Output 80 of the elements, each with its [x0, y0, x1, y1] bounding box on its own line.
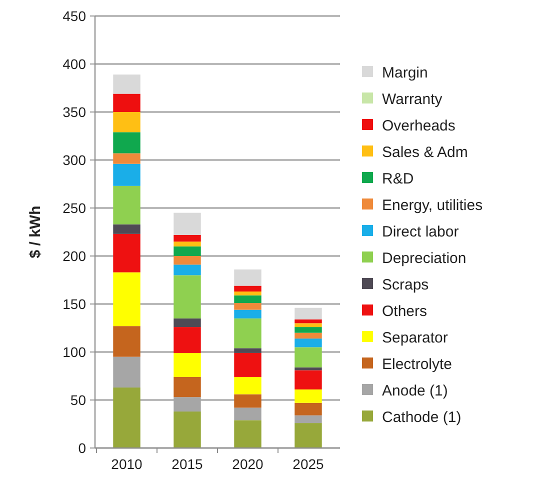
bar	[174, 234, 201, 242]
bar	[113, 164, 140, 186]
bar	[234, 408, 262, 420]
legend-label: Separator	[382, 329, 448, 346]
bar	[113, 326, 140, 357]
bar	[294, 327, 322, 333]
bar	[294, 415, 322, 424]
bar	[234, 295, 262, 304]
y-tick-label: 300	[62, 152, 86, 168]
bar	[234, 352, 262, 377]
legend-label: Direct labor	[382, 223, 459, 240]
bar	[234, 348, 262, 353]
bar	[174, 246, 201, 256]
legend-label: Overheads	[382, 117, 456, 134]
bar	[113, 94, 140, 112]
bar	[234, 292, 262, 296]
bar	[294, 370, 322, 390]
bar	[113, 388, 140, 448]
bar	[294, 332, 322, 339]
bar	[234, 318, 262, 348]
bar	[234, 269, 262, 286]
y-tick-label: 200	[62, 248, 86, 264]
bar	[174, 275, 201, 318]
bar	[174, 412, 201, 448]
x-tick-label: 2025	[292, 456, 324, 472]
bar	[113, 356, 140, 388]
y-tick-label: 450	[62, 8, 86, 24]
bar	[113, 186, 140, 224]
bar	[174, 212, 201, 235]
bar	[294, 323, 322, 328]
bar	[234, 286, 262, 292]
bar	[174, 256, 201, 265]
bar	[234, 376, 262, 394]
y-tick-label: 400	[62, 56, 86, 72]
bar	[174, 318, 201, 328]
x-tick-label: 2020	[232, 456, 264, 472]
bar	[113, 74, 140, 94]
bar	[174, 352, 201, 377]
bar	[113, 272, 140, 326]
legend-label: Scraps	[382, 276, 429, 294]
bar	[294, 347, 322, 368]
legend-label: Margin	[382, 64, 428, 82]
bar	[174, 376, 201, 398]
legend-label: Anode (1)	[382, 382, 448, 400]
bar	[174, 264, 201, 276]
y-tick-label: 250	[62, 200, 86, 216]
y-tick-label: 50	[70, 392, 86, 408]
bar	[113, 224, 140, 234]
y-tick-label: 350	[62, 104, 86, 120]
bar	[294, 423, 322, 448]
bar	[113, 132, 140, 154]
legend-label: Sales & Adm	[382, 144, 468, 161]
x-tick-label: 2010	[111, 456, 143, 472]
legend-label: Depreciation	[382, 250, 466, 267]
legend-label: Others	[382, 302, 428, 320]
bar	[294, 402, 322, 416]
bar	[113, 153, 140, 164]
legend-label: Energy, utilities	[382, 196, 483, 214]
bar	[174, 327, 201, 353]
y-tick-label: 100	[62, 344, 86, 360]
bar	[294, 338, 322, 348]
y-tick-label: 0	[78, 440, 86, 456]
legend-label: Electrolyte	[382, 356, 452, 373]
x-tick-label: 2015	[172, 456, 204, 472]
legend-label: Cathode (1)	[382, 408, 462, 426]
y-axis-title: $ / kWh	[27, 206, 44, 258]
bar	[234, 303, 262, 310]
bar	[234, 310, 262, 318]
legend-label: R&D	[382, 170, 414, 188]
bar	[174, 397, 201, 412]
bar	[234, 420, 262, 448]
bar	[294, 319, 322, 324]
bar	[113, 234, 140, 272]
bar	[234, 394, 262, 408]
bar	[294, 308, 322, 320]
y-tick-label: 150	[62, 296, 86, 312]
bar	[174, 242, 201, 246]
bar	[113, 112, 140, 132]
bar	[294, 389, 322, 403]
legend-label: Warranty	[382, 90, 443, 108]
